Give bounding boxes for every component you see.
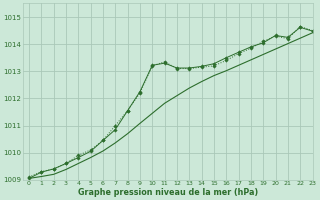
X-axis label: Graphe pression niveau de la mer (hPa): Graphe pression niveau de la mer (hPa) xyxy=(77,188,258,197)
